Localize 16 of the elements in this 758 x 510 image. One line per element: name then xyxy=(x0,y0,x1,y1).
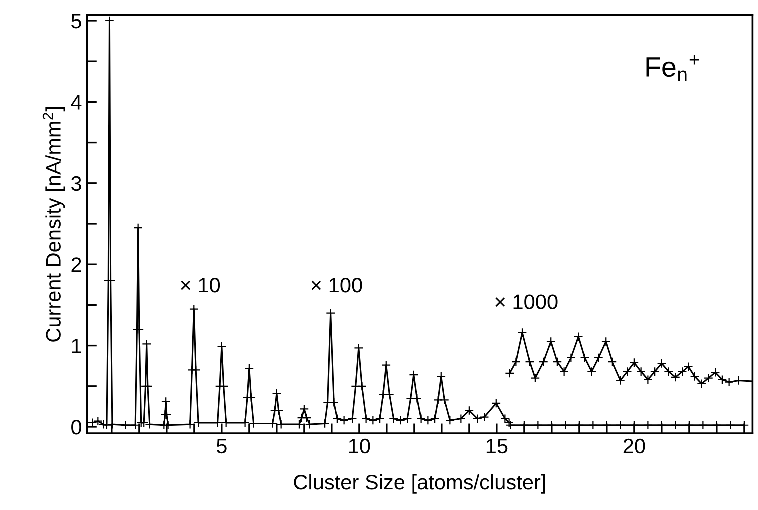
annotation: × 100 xyxy=(312,278,362,293)
x-tick-label: 15 xyxy=(486,439,508,454)
x-tick-label: 5 xyxy=(216,439,227,454)
annotation: × 10 xyxy=(181,278,220,293)
y-axis-title: Current Density [nA/mm$^{2}$] xyxy=(42,108,66,342)
annotation: × 1000 xyxy=(496,294,558,310)
y-tick-label: 5 xyxy=(72,14,82,29)
y-tick-label: 1 xyxy=(72,339,82,354)
y-tick-label: 2 xyxy=(72,258,82,272)
y-tick-label: 4 xyxy=(71,95,82,110)
y-tick-label: 0 xyxy=(72,420,82,435)
annotation: Fe$_{n}$$^{+}$ xyxy=(646,55,700,82)
x-tick-label: 20 xyxy=(624,438,646,454)
x-axis-title: Cluster Size [atoms/cluster] xyxy=(294,474,546,494)
y-tick-label: 3 xyxy=(72,176,82,192)
x-tick-label: 10 xyxy=(349,438,370,454)
